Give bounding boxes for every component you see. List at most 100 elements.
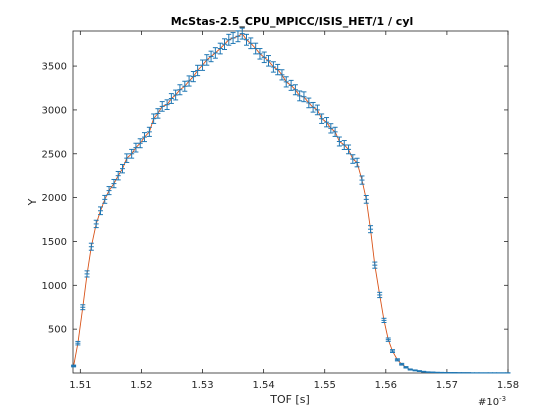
data-point xyxy=(288,79,294,91)
data-point xyxy=(217,42,223,55)
data-point xyxy=(301,91,307,103)
data-point xyxy=(416,370,422,373)
x-tick-label: 1.55 xyxy=(314,380,336,391)
x-tick-label: 1.52 xyxy=(130,380,152,391)
x-tick-label: 1.56 xyxy=(375,380,397,391)
data-point xyxy=(390,349,396,353)
chart-title: McStas-2.5_CPU_MPICC/ISIS_HET/1 / cyl xyxy=(171,15,414,28)
data-point xyxy=(124,153,130,163)
data-point xyxy=(261,51,267,64)
data-point xyxy=(195,64,201,77)
x-tick-label: 1.58 xyxy=(497,380,519,391)
data-point xyxy=(372,261,378,269)
data-point xyxy=(133,142,139,153)
data-point xyxy=(106,186,112,196)
data-point xyxy=(314,104,320,116)
data-point xyxy=(208,50,214,63)
data-point xyxy=(332,126,338,137)
data-point xyxy=(182,80,188,92)
data-point xyxy=(297,90,303,102)
axis-tick-labels: 1.51 1.52 1.53 1.54 1.55 1.56 1.57 1.58 500 1000 1… xyxy=(42,62,520,391)
y-tick-label: 1000 xyxy=(42,281,67,292)
data-point xyxy=(159,101,165,112)
data-point xyxy=(385,337,391,342)
data-point xyxy=(168,93,174,104)
data-point xyxy=(350,154,356,164)
data-point xyxy=(75,340,81,346)
data-point xyxy=(403,366,409,369)
data-point xyxy=(275,63,281,76)
data-point xyxy=(137,138,143,149)
x-tick-label: 1.57 xyxy=(436,380,458,391)
y-tick-label: 500 xyxy=(48,325,67,336)
data-point xyxy=(359,175,365,185)
data-point xyxy=(270,61,276,73)
data-point xyxy=(88,242,94,251)
data-point xyxy=(328,123,334,134)
y-tick-label: 2000 xyxy=(42,193,67,204)
data-point xyxy=(319,113,325,124)
y-axis-label: Y xyxy=(26,198,39,206)
data-point xyxy=(248,37,254,50)
data-point xyxy=(324,117,330,128)
data-point xyxy=(363,195,369,204)
data-point xyxy=(226,33,232,46)
x-tick-label: 1.54 xyxy=(252,380,274,391)
data-point xyxy=(306,97,312,109)
data-point xyxy=(394,358,400,362)
data-point xyxy=(186,75,192,87)
data-point xyxy=(173,89,179,101)
data-point xyxy=(235,30,241,43)
data-point xyxy=(164,99,170,110)
data-point xyxy=(292,84,298,96)
data-point xyxy=(212,47,218,59)
x-multiplier-label: #10-3 xyxy=(478,395,506,408)
data-point xyxy=(129,148,135,159)
y-tick-label: 3000 xyxy=(42,105,67,116)
data-point xyxy=(222,38,228,51)
data-point xyxy=(421,370,427,373)
data-point xyxy=(84,270,90,278)
data-point xyxy=(381,317,387,323)
data-point xyxy=(71,364,77,368)
x-tick-label: 1.53 xyxy=(191,380,213,391)
data-point xyxy=(266,55,272,67)
data-point xyxy=(93,219,99,229)
x-tick-label: 1.51 xyxy=(69,380,91,391)
data-point xyxy=(407,368,413,371)
data-point xyxy=(377,291,383,299)
data-point xyxy=(80,304,86,311)
data-point xyxy=(283,76,289,88)
data-point xyxy=(279,69,285,81)
data-point xyxy=(200,59,206,71)
data-point xyxy=(239,27,245,40)
y-tick-label: 3500 xyxy=(42,62,67,73)
series-errorbars xyxy=(71,27,511,374)
axis-ticks xyxy=(73,31,509,373)
data-point xyxy=(310,101,316,113)
data-point xyxy=(253,42,259,55)
data-point xyxy=(341,140,347,150)
y-tick-label: 2500 xyxy=(42,149,67,160)
y-tick-label: 1500 xyxy=(42,237,67,248)
data-point xyxy=(354,157,360,168)
data-point xyxy=(204,54,210,66)
data-point xyxy=(336,136,342,147)
data-point xyxy=(430,371,436,374)
data-point xyxy=(346,144,352,155)
plot-area xyxy=(72,30,509,374)
data-point xyxy=(257,48,263,60)
data-point xyxy=(146,126,152,137)
x-multiplier-exponent: -3 xyxy=(499,395,506,403)
data-point xyxy=(412,369,418,372)
data-point xyxy=(141,132,147,143)
data-point xyxy=(190,71,196,83)
data-point xyxy=(102,194,108,204)
x-axis-label: TOF [s] xyxy=(269,393,310,406)
data-point xyxy=(119,163,125,174)
data-point xyxy=(399,362,405,366)
data-point xyxy=(151,113,157,124)
data-point xyxy=(230,32,236,44)
data-point xyxy=(244,33,250,46)
